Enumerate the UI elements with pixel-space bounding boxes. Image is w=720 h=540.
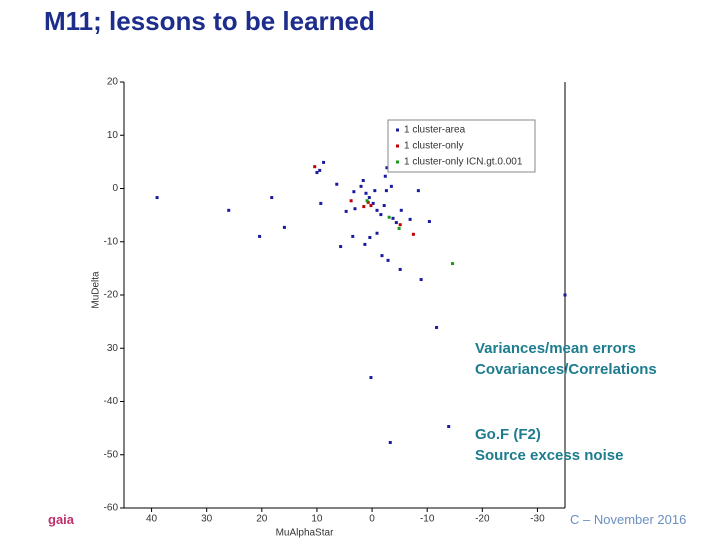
- point: [398, 267, 402, 271]
- x-tick-label: -20: [475, 514, 490, 525]
- point: [339, 245, 343, 249]
- point: [419, 278, 423, 282]
- point: [282, 225, 286, 229]
- point: [270, 196, 274, 200]
- point: [380, 254, 384, 258]
- point: [368, 235, 372, 239]
- point: [435, 325, 439, 329]
- point: [369, 376, 373, 380]
- point: [344, 209, 348, 213]
- point: [367, 196, 371, 200]
- point: [451, 262, 455, 266]
- slide-title: M11; lessons to be learned: [44, 6, 375, 36]
- point: [335, 182, 339, 186]
- point: [351, 234, 355, 238]
- legend-swatch: [396, 144, 399, 148]
- point: [382, 204, 386, 208]
- legend-label: 1 cluster-only: [404, 141, 463, 152]
- point: [363, 242, 367, 246]
- y-tick-label: -50: [104, 449, 119, 460]
- y-tick-label: 20: [107, 77, 119, 88]
- x-tick-label: 40: [146, 514, 158, 525]
- point: [389, 184, 393, 188]
- y-tick-label: 10: [107, 130, 119, 141]
- point: [155, 196, 159, 200]
- notes-block: Go.F (F2) Source excess noise: [475, 424, 623, 466]
- point: [416, 189, 420, 193]
- point: [397, 226, 401, 230]
- point: [359, 184, 363, 188]
- note: Covariances/Correlations: [475, 361, 657, 378]
- point: [352, 190, 356, 194]
- note: Go.F (F2): [475, 426, 541, 443]
- point: [447, 425, 451, 429]
- point: [375, 231, 379, 235]
- note: Variances/mean errors: [475, 340, 636, 357]
- point: [369, 204, 373, 208]
- point: [379, 213, 383, 217]
- point: [315, 171, 319, 175]
- point: [391, 216, 395, 220]
- point: [387, 215, 391, 219]
- point: [364, 191, 368, 195]
- chart: 20 10 0 -10 -20 30 -40 -50 -60 40 30 20 10 0 -10 -20 -30…: [91, 77, 567, 539]
- point: [361, 179, 365, 183]
- point: [365, 199, 369, 203]
- x-tick-label: 0: [369, 514, 375, 525]
- y-tick-label: -40: [104, 396, 119, 407]
- x-axis-label: MuAlphaStar: [276, 528, 334, 539]
- point: [384, 189, 388, 193]
- point: [373, 189, 377, 193]
- y-tick-label: -10: [104, 236, 119, 247]
- x-tick-label: 30: [201, 514, 213, 525]
- point: [388, 441, 392, 445]
- point: [322, 160, 326, 164]
- legend-swatch: [396, 160, 399, 164]
- y-tick-label: 0: [112, 183, 118, 194]
- point: [319, 201, 323, 205]
- point: [349, 199, 353, 203]
- point: [383, 174, 387, 178]
- point: [366, 200, 370, 204]
- point: [362, 205, 366, 209]
- point: [398, 223, 402, 227]
- point: [411, 232, 415, 236]
- legend-label: 1 cluster-only ICN.gt.0.001: [404, 157, 523, 168]
- point: [399, 208, 403, 212]
- point: [318, 168, 322, 172]
- point: [227, 208, 231, 212]
- y-axis-label: MuDelta: [91, 271, 102, 309]
- footer: C – November 2016: [570, 512, 687, 527]
- point: [371, 201, 375, 205]
- y-tick-label: -20: [104, 290, 119, 301]
- point: [313, 165, 317, 169]
- note: Source excess noise: [475, 447, 624, 464]
- point: [258, 234, 262, 238]
- point: [386, 258, 390, 262]
- notes-block: Variances/mean errors Covariances/Correl…: [475, 338, 657, 380]
- point: [408, 217, 412, 221]
- x-tick-label: 20: [256, 514, 268, 525]
- y-tick-label: 30: [107, 343, 119, 354]
- point: [385, 166, 389, 170]
- point: [375, 208, 379, 212]
- x-tick-label: -30: [530, 514, 545, 525]
- y-tick-label: -60: [104, 503, 119, 514]
- logo-text: gaia: [48, 512, 75, 527]
- legend-box: [387, 119, 536, 173]
- point: [563, 293, 567, 297]
- point: [394, 221, 398, 225]
- legend-swatch: [396, 128, 399, 132]
- legend-label: 1 cluster-area: [404, 125, 466, 136]
- x-tick-label: 10: [311, 514, 323, 525]
- point: [353, 207, 357, 211]
- x-tick-label: -10: [420, 514, 435, 525]
- point: [427, 220, 431, 224]
